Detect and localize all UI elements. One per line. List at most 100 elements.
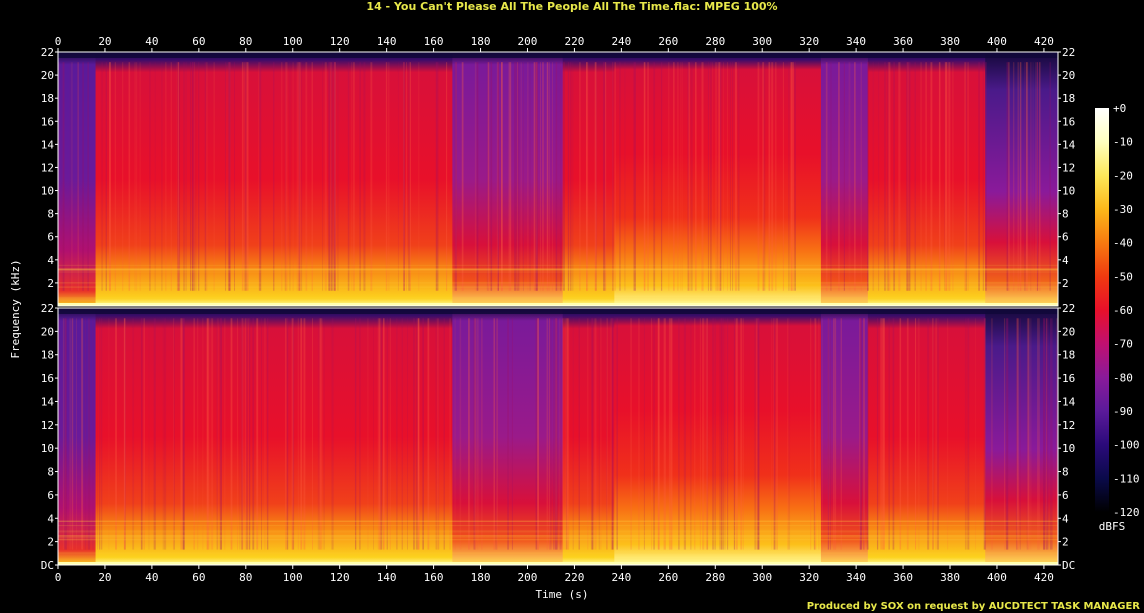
spectrogram-texture [373,318,374,550]
spectrogram-texture [888,318,890,550]
y-tick-label: 22 [41,46,54,59]
spectrogram-texture [833,318,835,550]
spectrogram-texture [818,318,820,550]
x-tick-label: 0 [55,35,62,48]
panel-border [57,307,1059,566]
spectrogram-texture [790,62,792,291]
spectrogram-texture [643,62,646,291]
colorbar-tick-label: -10 [1113,136,1133,149]
spectrogram-texture [814,318,817,550]
spectrogram-texture [634,62,636,291]
spectrogram-texture [827,318,830,550]
spectrogram-texture [71,318,73,550]
spectrogram-texture [701,62,704,291]
y-tick-label: 20 [41,69,54,82]
spectrogram-texture [220,318,222,550]
spectrogram-texture [594,318,597,550]
x-tick-label: 360 [893,571,913,584]
x-tick-label: 260 [658,35,678,48]
spectrogram-texture [427,318,430,550]
spectrogram-texture [154,62,156,291]
spectrogram-texture [522,62,524,291]
x-tick-label: 280 [705,571,725,584]
spectrogram-texture [511,318,513,550]
spectrogram-texture [202,318,204,550]
y-tick-label: 8 [47,208,54,221]
spectrogram-texture [359,318,361,550]
spectrogram-texture [291,318,294,550]
spectrogram-texture [964,318,967,550]
spectrogram-texture [840,318,842,550]
colorbar-label: dBFS [1099,520,1126,533]
spectrogram-texture [757,62,760,291]
spectrogram-band [58,270,1058,272]
y-tick-label: 4 [1062,254,1069,267]
y-tick-label: 4 [47,512,54,525]
spectrogram-texture [594,62,596,291]
spectrogram-texture [211,318,214,550]
spectrogram-texture [514,62,517,291]
x-tick-label: 20 [98,571,111,584]
spectrogram-texture [762,62,764,291]
spectrogram-texture [285,62,288,291]
spectrogram-texture [1026,62,1029,291]
spectrogram-texture [122,62,124,291]
spectrogram-texture [830,62,832,291]
spectrogram-texture [182,318,185,550]
spectrogram-texture [690,318,692,550]
x-tick-label: 80 [239,571,252,584]
spectrogram-texture [497,62,499,291]
spectrogram-texture [938,62,941,291]
spectrogram-texture [407,318,408,550]
spectrogram-texture [476,318,478,550]
spectrogram-texture [984,62,987,291]
x-tick-label: 220 [564,571,584,584]
spectrogram-segment [614,308,822,565]
colorbar-tick-label: -90 [1113,405,1133,418]
spectrogram-band [58,552,1058,554]
spectrogram-band [58,535,1058,537]
spectrogram-texture [206,62,208,291]
spectrogram-texture [403,62,405,291]
x-tick-label: 380 [940,571,960,584]
spectrogram-texture [459,318,462,550]
spectrogram-texture [139,62,141,291]
spectrogram-texture [690,62,692,291]
y-tick-label: 6 [1062,489,1069,502]
spectrogram-texture [501,62,503,291]
spectrogram-texture [965,62,967,291]
spectrogram-texture [834,318,836,550]
spectrogram-texture [653,318,655,550]
spectrogram-texture [935,318,938,550]
spectrogram-texture [71,62,73,291]
spectrogram-texture [716,62,718,291]
spectrogram-segment [820,308,869,565]
spectrogram-texture [548,62,550,291]
spectrogram-texture [821,318,823,550]
spectrogram-texture [496,62,499,291]
spectrogram-texture [572,318,574,550]
spectrogram-texture [813,318,815,550]
y-tick-label: 12 [1062,161,1075,174]
spectrogram-texture [594,62,597,291]
spectrogram-texture [546,62,549,291]
spectrogram-texture [1043,318,1046,550]
spectrogram-texture [298,62,301,291]
spectrogram-cutoff [58,308,1058,314]
spectrogram-texture [249,318,251,550]
spectrogram-band [58,525,1058,527]
spectrogram-texture [616,318,618,550]
colorbar-tick-label: -40 [1113,237,1133,250]
spectrogram-texture [1038,318,1041,550]
spectrogram-texture [58,62,60,291]
spectrogram-texture [718,62,721,291]
spectrogram-texture [682,62,683,291]
spectrogram-texture [771,62,774,291]
spectrogram-texture [383,318,385,550]
spectrogram-texture [140,318,143,550]
spectrogram-texture [644,62,647,291]
spectrogram-texture [1032,62,1034,291]
spectrogram-texture [1045,318,1048,550]
spectrogram-texture [377,318,380,550]
